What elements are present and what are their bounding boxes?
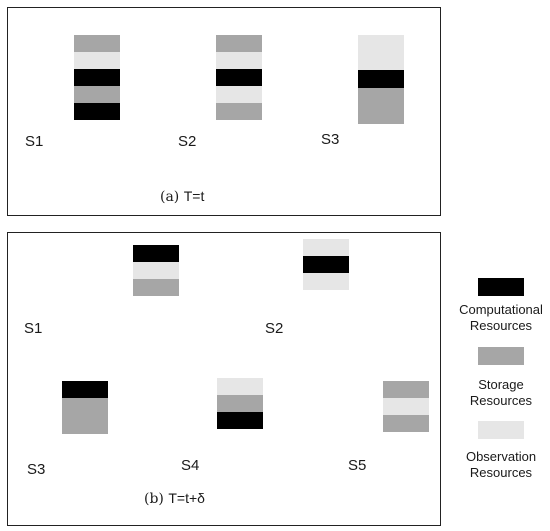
observation-resource-block <box>383 398 429 415</box>
computational-resource-block <box>74 69 120 86</box>
s4-resource-stack <box>217 378 263 429</box>
computational-resource-block <box>62 381 108 398</box>
legend-line: Observation <box>465 449 537 464</box>
storage-resource-block <box>383 415 429 432</box>
observation-resource-block <box>303 273 349 290</box>
s2-resource-stack <box>303 239 349 290</box>
storage-resource-block <box>217 395 263 412</box>
s2-label: S2 <box>265 320 284 337</box>
legend-label-computational: Computational Resources <box>451 302 550 334</box>
computational-resource-block <box>74 103 120 120</box>
caption-a: (a) T=t <box>160 189 204 204</box>
legend-line: Computational <box>459 302 543 317</box>
s3-resource-stack <box>358 35 404 124</box>
legend-label-observation: Observation Resources <box>451 449 550 481</box>
storage-resource-block <box>74 35 120 52</box>
s1-resource-stack <box>74 35 120 120</box>
computational-resource-block <box>133 245 179 262</box>
computational-resource-block <box>358 70 404 88</box>
legend-swatch-storage <box>478 347 524 365</box>
storage-resource-block <box>216 35 262 52</box>
observation-resource-block <box>217 378 263 395</box>
storage-resource-block <box>62 398 108 434</box>
s2-label: S2 <box>178 133 197 150</box>
s1-label: S1 <box>25 133 44 150</box>
s2-resource-stack <box>216 35 262 120</box>
panel-a: S1 S2 S3 (a) T=t <box>7 7 441 216</box>
legend-line: Resources <box>469 318 533 333</box>
observation-resource-block <box>216 52 262 69</box>
legend-line: Resources <box>469 465 533 480</box>
caption-b-equation: T=t+δ <box>168 490 205 506</box>
storage-resource-block <box>216 103 262 120</box>
storage-resource-block <box>358 88 404 124</box>
observation-resource-block <box>74 52 120 69</box>
s5-label: S5 <box>348 457 367 474</box>
observation-resource-block <box>303 239 349 256</box>
legend-label-storage: Storage Resources <box>451 377 550 409</box>
legend-swatch-computational <box>478 278 524 296</box>
s3-resource-stack <box>62 381 108 434</box>
observation-resource-block <box>216 86 262 103</box>
legend-line: Storage <box>478 377 524 392</box>
caption-b-prefix: (b) <box>144 491 164 507</box>
observation-resource-block <box>133 262 179 279</box>
caption-b: (b) T=t+δ <box>144 491 205 506</box>
caption-a-prefix: (a) <box>160 189 180 205</box>
legend-swatch-observation <box>478 421 524 439</box>
s5-resource-stack <box>383 381 429 432</box>
storage-resource-block <box>383 381 429 398</box>
computational-resource-block <box>303 256 349 273</box>
s4-label: S4 <box>181 457 200 474</box>
s3-label: S3 <box>27 461 46 478</box>
legend-line: Resources <box>469 393 533 408</box>
s1-label: S1 <box>24 320 43 337</box>
s3-label: S3 <box>321 131 340 148</box>
s1-resource-stack <box>133 245 179 296</box>
storage-resource-block <box>74 86 120 103</box>
panel-b: S1 S2 S3 S4 S5 (b) T=t+δ <box>7 232 441 526</box>
computational-resource-block <box>216 69 262 86</box>
computational-resource-block <box>217 412 263 429</box>
storage-resource-block <box>133 279 179 296</box>
caption-a-equation: T=t <box>183 188 205 204</box>
observation-resource-block <box>358 35 404 70</box>
